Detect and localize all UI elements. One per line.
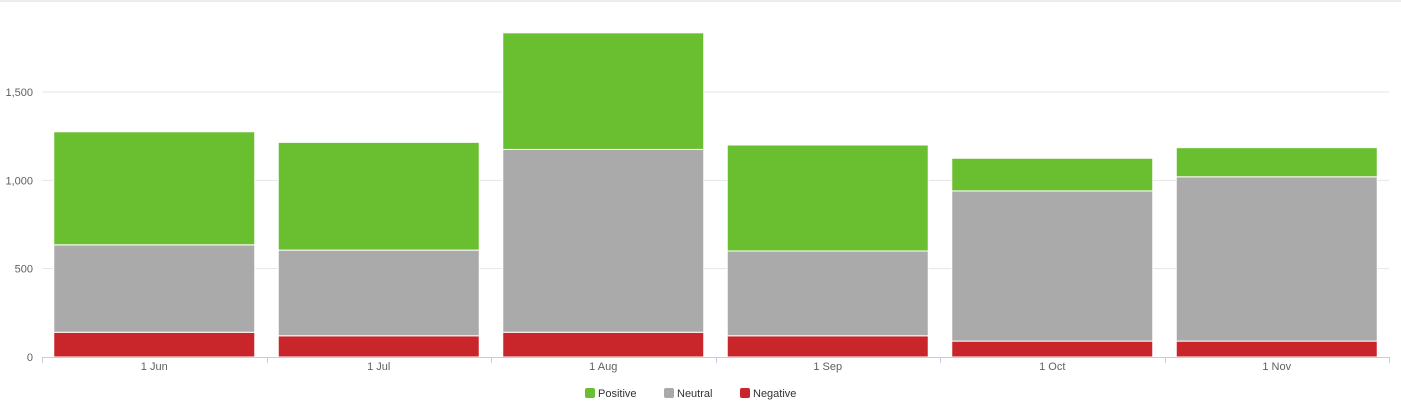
- legend-label-positive: Positive: [598, 388, 637, 400]
- bar-segment-negative[interactable]: [53, 331, 256, 358]
- y-axis-labels: 0 500 1,000 1,500: [5, 87, 33, 364]
- bar-segment-positive[interactable]: [1175, 147, 1378, 178]
- bar-segment-negative[interactable]: [951, 340, 1154, 358]
- x-axis-labels: 1 Jun 1 Jul 1 Aug 1 Sep 1 Oct 1 Nov: [141, 361, 1292, 373]
- legend-label-neutral: Neutral: [677, 388, 712, 400]
- legend-item-negative[interactable]: Negative: [740, 388, 796, 400]
- grid-lines: [42, 91, 1389, 270]
- y-tick-label: 1,000: [5, 175, 33, 187]
- y-tick-label: 0: [27, 352, 33, 364]
- x-tick-label: 1 Nov: [1262, 361, 1291, 373]
- legend-item-neutral[interactable]: Neutral: [664, 388, 712, 400]
- legend-swatch-neutral: [664, 388, 674, 398]
- bar-segment-positive[interactable]: [277, 141, 480, 251]
- bar-segment-negative[interactable]: [726, 335, 929, 358]
- bar-segment-positive[interactable]: [951, 157, 1154, 192]
- bar-segment-negative[interactable]: [277, 335, 480, 358]
- bar-segment-negative[interactable]: [502, 331, 705, 358]
- x-tick-label: 1 Jun: [141, 361, 168, 373]
- bar-segment-neutral[interactable]: [1175, 176, 1378, 342]
- legend: Positive Neutral Negative: [585, 388, 796, 400]
- bar-segment-neutral[interactable]: [53, 244, 256, 333]
- bars: [53, 32, 1378, 358]
- legend-label-negative: Negative: [753, 388, 796, 400]
- legend-swatch-negative: [740, 388, 750, 398]
- x-tick-label: 1 Sep: [813, 361, 842, 373]
- x-tick-label: 1 Jul: [367, 361, 390, 373]
- bar-segment-positive[interactable]: [53, 131, 256, 246]
- bar-segment-positive[interactable]: [726, 144, 929, 252]
- y-tick-label: 1,500: [5, 87, 33, 99]
- x-tick-label: 1 Aug: [589, 361, 617, 373]
- y-tick-label: 500: [15, 264, 33, 276]
- legend-swatch-positive: [585, 388, 595, 398]
- bar-segment-neutral[interactable]: [726, 250, 929, 337]
- legend-item-positive[interactable]: Positive: [585, 388, 637, 400]
- bar-segment-neutral[interactable]: [277, 249, 480, 337]
- x-axis: [42, 357, 1390, 363]
- bar-segment-neutral[interactable]: [951, 190, 1154, 342]
- bar-segment-neutral[interactable]: [502, 148, 705, 333]
- bar-segment-negative[interactable]: [1175, 340, 1378, 358]
- bar-segment-positive[interactable]: [502, 32, 705, 150]
- x-tick-label: 1 Oct: [1039, 361, 1065, 373]
